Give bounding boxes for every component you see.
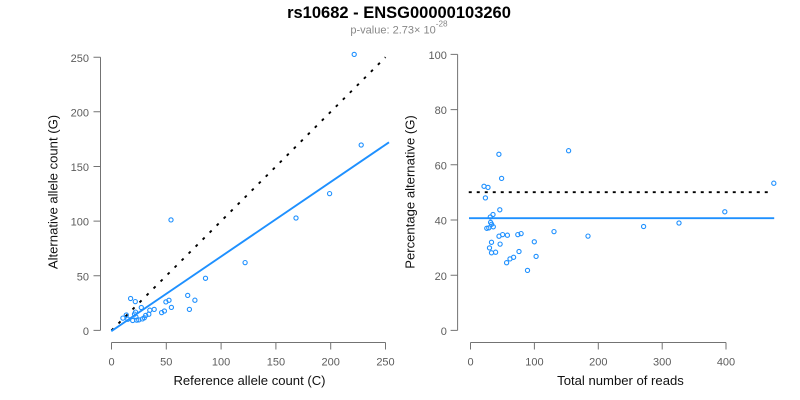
svg-text:150: 150	[71, 162, 89, 174]
svg-text:60: 60	[435, 160, 447, 172]
svg-text:0: 0	[441, 326, 447, 338]
svg-text:Total number of reads: Total number of reads	[557, 373, 684, 388]
svg-text:40: 40	[435, 216, 447, 228]
svg-text:0: 0	[108, 357, 114, 369]
svg-text:50: 50	[77, 271, 89, 283]
svg-text:20: 20	[435, 271, 447, 283]
svg-text:150: 150	[267, 357, 285, 369]
svg-text:100: 100	[525, 357, 543, 369]
svg-text:80: 80	[435, 105, 447, 117]
svg-text:rs10682 - ENSG00000103260: rs10682 - ENSG00000103260	[287, 4, 511, 22]
svg-text:Reference allele count (C): Reference allele count (C)	[173, 373, 325, 388]
svg-text:200: 200	[71, 107, 89, 119]
svg-text:250: 250	[71, 53, 89, 65]
svg-text:250: 250	[376, 357, 394, 369]
svg-text:50: 50	[160, 357, 172, 369]
svg-text:200: 200	[589, 357, 607, 369]
svg-text:0: 0	[83, 326, 89, 338]
svg-text:0: 0	[467, 357, 473, 369]
svg-text:Alternative allele count (G): Alternative allele count (G)	[46, 115, 61, 269]
svg-text:400: 400	[717, 357, 735, 369]
svg-text:300: 300	[653, 357, 671, 369]
svg-text:100: 100	[212, 357, 230, 369]
svg-text:100: 100	[71, 217, 89, 229]
svg-text:p-value: 2.73× 10-28: p-value: 2.73× 10-28	[350, 20, 448, 37]
svg-text:200: 200	[322, 357, 340, 369]
svg-text:Percentage alternative (G): Percentage alternative (G)	[403, 115, 418, 269]
svg-text:100: 100	[429, 50, 447, 62]
